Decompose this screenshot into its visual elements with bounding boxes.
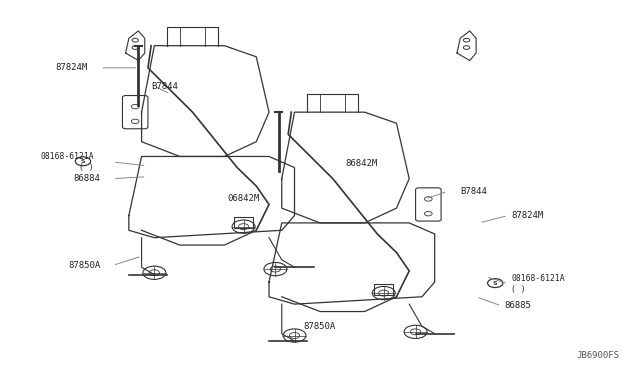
Text: 86842M: 86842M <box>346 159 378 169</box>
Text: JB6900FS: JB6900FS <box>577 351 620 360</box>
Text: 08168-6121A
( ): 08168-6121A ( ) <box>511 274 564 294</box>
Text: 86885: 86885 <box>505 301 532 311</box>
Text: 87850A: 87850A <box>304 322 336 331</box>
Text: 08168-6121A
( ): 08168-6121A ( ) <box>40 152 94 172</box>
Text: B7844: B7844 <box>151 82 178 91</box>
Text: S: S <box>493 280 497 286</box>
Text: 06842M: 06842M <box>227 195 260 203</box>
Text: S: S <box>81 159 85 164</box>
Text: 87824M: 87824M <box>511 211 543 220</box>
Text: B7844: B7844 <box>460 187 487 196</box>
Bar <box>374 284 394 295</box>
Text: 86884: 86884 <box>74 174 100 183</box>
Text: 87824M: 87824M <box>55 63 88 72</box>
Bar <box>234 217 253 228</box>
Text: 87850A: 87850A <box>68 261 100 270</box>
